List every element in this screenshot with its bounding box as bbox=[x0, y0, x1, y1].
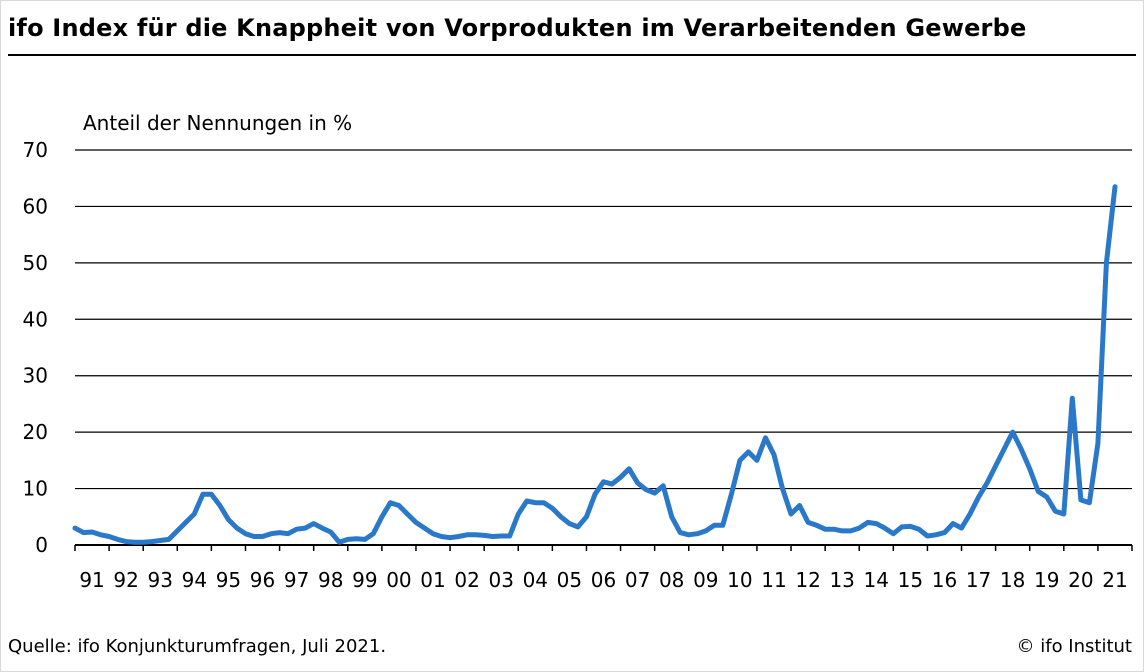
y-tick-label: 20 bbox=[23, 420, 48, 444]
chart-title: ifo Index für die Knappheit von Vorprodu… bbox=[8, 14, 1027, 42]
x-tick-label: 97 bbox=[284, 568, 309, 592]
source-note: Quelle: ifo Konjunkturumfragen, Juli 202… bbox=[8, 636, 387, 657]
x-tick-label: 21 bbox=[1102, 568, 1127, 592]
x-tick-label: 18 bbox=[1000, 568, 1025, 592]
x-tick-label: 09 bbox=[693, 568, 718, 592]
x-tick-label: 02 bbox=[454, 568, 479, 592]
y-tick-label: 70 bbox=[23, 138, 48, 162]
x-tick-label: 92 bbox=[113, 568, 138, 592]
y-tick-label: 60 bbox=[23, 194, 48, 218]
x-tick-label: 05 bbox=[557, 568, 582, 592]
x-tick-label: 96 bbox=[250, 568, 275, 592]
title-underline bbox=[8, 54, 1136, 56]
series-line bbox=[72, 184, 1118, 545]
x-tick-label: 14 bbox=[864, 568, 889, 592]
x-tick-label: 07 bbox=[625, 568, 650, 592]
x-tick-label: 06 bbox=[591, 568, 616, 592]
x-tick-label: 17 bbox=[966, 568, 991, 592]
x-tick-label: 00 bbox=[386, 568, 411, 592]
y-tick-label: 50 bbox=[23, 251, 48, 275]
x-axis-ticks: 91 92 93 94 95 96 97 98 99 00 01 02 03 04 05 06 07 08 09 10… bbox=[74, 545, 1133, 592]
x-tick-label: 98 bbox=[318, 568, 343, 592]
x-tick-label: 16 bbox=[932, 568, 957, 592]
y-axis-ticks: 0 10 20 30 40 50 60 70 bbox=[23, 138, 48, 557]
y-tick-label: 0 bbox=[35, 533, 48, 557]
x-tick-label: 04 bbox=[523, 568, 548, 592]
x-tick-label: 12 bbox=[795, 568, 820, 592]
y-tick-label: 40 bbox=[23, 307, 48, 331]
x-tick-label: 10 bbox=[727, 568, 752, 592]
x-tick-label: 03 bbox=[488, 568, 513, 592]
x-tick-label: 15 bbox=[898, 568, 923, 592]
y-axis-label: Anteil der Nennungen in % bbox=[83, 111, 352, 135]
x-tick-label: 95 bbox=[216, 568, 241, 592]
copyright-note: © ifo Institut bbox=[1016, 636, 1132, 657]
x-tick-label: 01 bbox=[420, 568, 445, 592]
x-tick-label: 93 bbox=[148, 568, 173, 592]
x-tick-label: 19 bbox=[1034, 568, 1059, 592]
x-tick-label: 13 bbox=[829, 568, 854, 592]
series-layer bbox=[72, 184, 1118, 545]
gridlines bbox=[75, 149, 1132, 546]
x-tick-label: 91 bbox=[79, 568, 104, 592]
x-tick-label: 20 bbox=[1068, 568, 1093, 592]
y-tick-label: 10 bbox=[23, 477, 48, 501]
x-tick-label: 94 bbox=[182, 568, 207, 592]
x-tick-label: 11 bbox=[761, 568, 786, 592]
x-tick-label: 99 bbox=[352, 568, 377, 592]
y-tick-label: 30 bbox=[23, 364, 48, 388]
x-tick-label: 08 bbox=[659, 568, 684, 592]
